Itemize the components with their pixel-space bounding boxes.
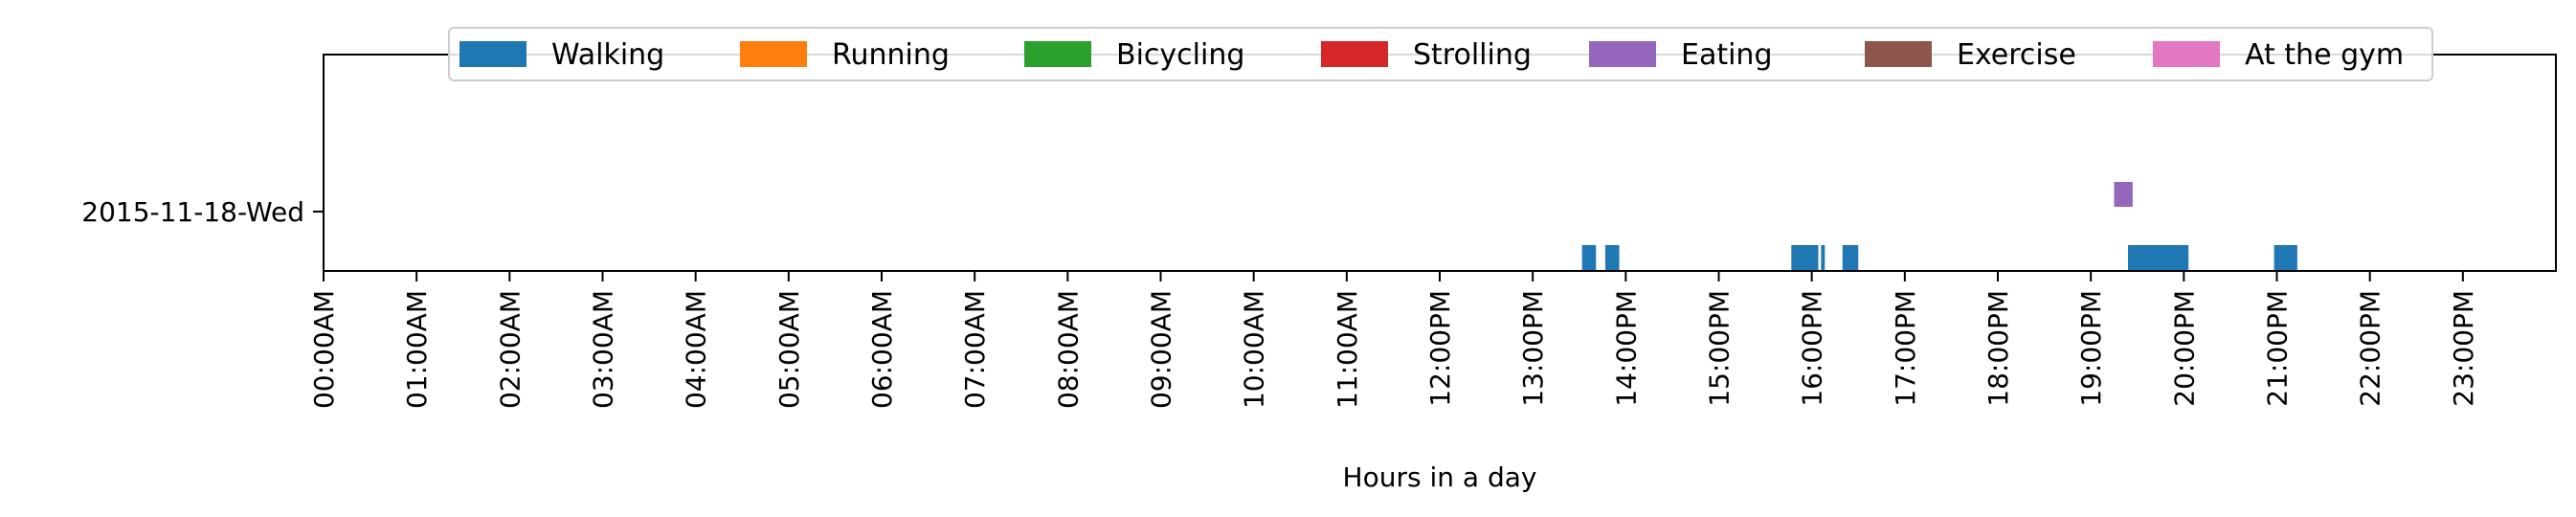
bar-walking-3 bbox=[1821, 245, 1826, 270]
legend-label-running: Running bbox=[832, 38, 950, 72]
x-tick-label: 02:00AM bbox=[494, 290, 526, 409]
bar-walking-1 bbox=[1604, 245, 1620, 270]
bar-walking-5 bbox=[2128, 245, 2189, 270]
legend-swatch-eating bbox=[1589, 41, 1656, 67]
x-tick-label: 08:00AM bbox=[1052, 290, 1084, 409]
x-tick-label: 11:00AM bbox=[1332, 290, 1363, 409]
x-tick-label: 22:00PM bbox=[2355, 290, 2386, 407]
x-axis: 00:00AM 01:00AM 02:00AM 03:00AM 04:00AM 05:00… bbox=[308, 271, 2479, 409]
bar-walking-4 bbox=[1842, 245, 1859, 270]
legend-swatch-strolling bbox=[1321, 41, 1388, 67]
x-tick-label: 12:00PM bbox=[1424, 290, 1456, 407]
x-axis-title: Hours in a day bbox=[1343, 461, 1537, 493]
x-tick-label: 21:00PM bbox=[2262, 290, 2294, 407]
legend-label-at-the-gym: At the gym bbox=[2245, 38, 2404, 72]
legend-swatch-exercise bbox=[1865, 41, 1932, 67]
x-tick-label: 03:00AM bbox=[588, 290, 619, 409]
x-tick-label: 06:00AM bbox=[866, 290, 898, 409]
legend-label-eating: Eating bbox=[1681, 38, 1773, 72]
x-tick-label: 19:00PM bbox=[2075, 290, 2107, 407]
legend-box bbox=[448, 27, 2433, 81]
legend-label-walking: Walking bbox=[551, 38, 664, 72]
legend-label-strolling: Strolling bbox=[1413, 38, 1532, 72]
legend-swatch-running bbox=[740, 41, 807, 67]
x-tick-label: 17:00PM bbox=[1890, 290, 1921, 407]
x-tick-label: 16:00PM bbox=[1797, 290, 1828, 407]
x-tick-label: 13:00PM bbox=[1517, 290, 1549, 407]
bar-walking-6 bbox=[2274, 245, 2297, 270]
x-tick-label: 18:00PM bbox=[1982, 290, 2014, 407]
legend-swatch-walking bbox=[459, 41, 526, 67]
x-tick-label: 14:00PM bbox=[1610, 290, 1642, 407]
bar-walking-0 bbox=[1581, 245, 1597, 270]
legend-label-exercise: Exercise bbox=[1957, 38, 2076, 72]
bar-walking-2 bbox=[1791, 245, 1819, 270]
x-tick-label: 09:00AM bbox=[1146, 290, 1177, 409]
legend: Walking Running Bicycling Strolling Eating Ex… bbox=[448, 27, 2433, 81]
x-tick-label: 00:00AM bbox=[308, 290, 340, 409]
x-tick-label: 07:00AM bbox=[959, 290, 991, 409]
legend-swatch-bicycling bbox=[1024, 41, 1091, 67]
x-tick-label: 10:00AM bbox=[1239, 290, 1270, 409]
plot-area-frame bbox=[323, 54, 2557, 272]
x-tick-label: 15:00PM bbox=[1704, 290, 1736, 407]
x-tick-label: 20:00PM bbox=[2168, 290, 2200, 407]
y-axis: 2015-11-18-Wed bbox=[81, 196, 324, 228]
activity-bars bbox=[1581, 182, 2297, 270]
legend-swatch-at-the-gym bbox=[2153, 41, 2220, 67]
x-tick-label: 23:00PM bbox=[2448, 290, 2479, 407]
x-tick-label: 05:00AM bbox=[773, 290, 805, 409]
x-tick-label: 01:00AM bbox=[401, 290, 433, 409]
x-tick-label: 04:00AM bbox=[681, 290, 712, 409]
legend-label-bicycling: Bicycling bbox=[1116, 38, 1244, 72]
bar-eating-0 bbox=[2114, 182, 2133, 207]
y-tick-label: 2015-11-18-Wed bbox=[81, 196, 304, 228]
